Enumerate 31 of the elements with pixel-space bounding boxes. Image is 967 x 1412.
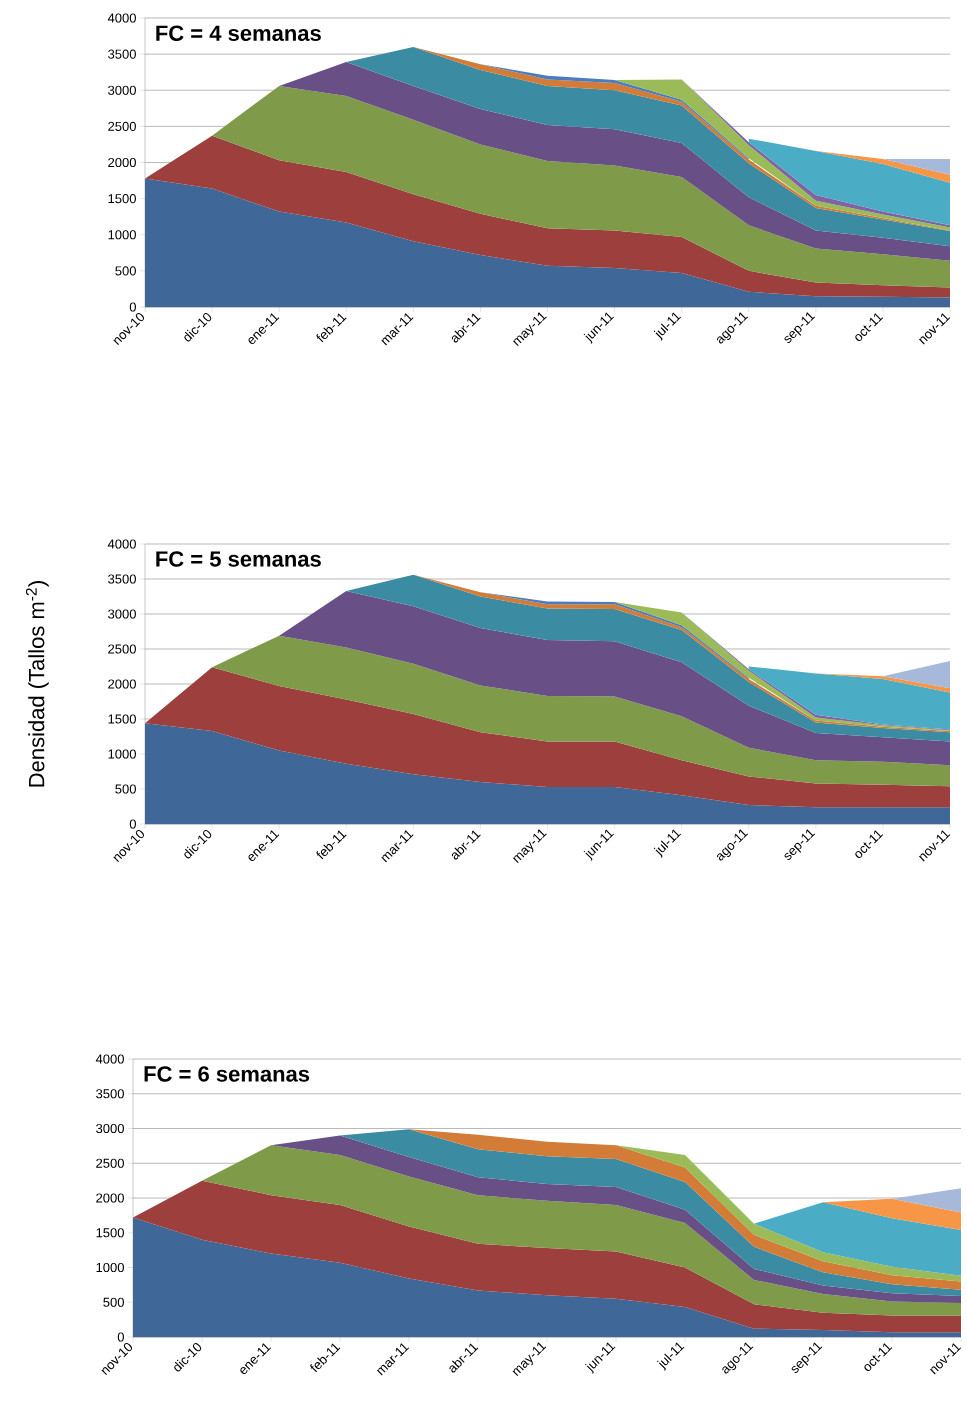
y-tick-label: 1000: [108, 230, 136, 240]
y-tick-label: 2500: [96, 1158, 124, 1168]
y-tick-label: 1500: [108, 714, 136, 724]
y-tick-label: 2000: [96, 1193, 124, 1203]
y-tick-label: 3500: [108, 49, 136, 59]
y-tick-label: 1500: [96, 1228, 124, 1238]
y-tick-label: 2000: [108, 679, 136, 689]
y-tick-label: 1500: [108, 194, 136, 204]
chart-title: FC = 5 semanas: [156, 551, 321, 567]
y-tick-label: 3000: [108, 85, 136, 95]
y-tick-label: 0: [129, 819, 136, 829]
y-axis-title: Densidad (Tallos m$^{-2}$): [25, 581, 49, 787]
y-tick-label: 3500: [96, 1089, 124, 1099]
y-tick-label: 3000: [108, 609, 136, 619]
y-tick-label: 500: [115, 784, 136, 794]
chart-title: FC = 6 semanas: [144, 1066, 310, 1082]
y-tick-label: 1000: [108, 749, 136, 759]
y-tick-label: 3500: [108, 574, 136, 584]
y-tick-label: 500: [115, 266, 136, 276]
y-tick-label: 0: [129, 302, 136, 312]
y-tick-label: 2500: [108, 121, 136, 131]
y-tick-label: 1000: [96, 1262, 124, 1273]
y-tick-label: 3000: [96, 1123, 124, 1134]
y-tick-label: 500: [103, 1297, 124, 1307]
y-tick-label: 0: [117, 1332, 124, 1342]
chart-title: FC = 4 semanas: [156, 25, 321, 41]
y-tick-label: 4000: [107, 539, 136, 549]
y-tick-label: 4000: [107, 13, 136, 23]
y-tick-label: 2500: [108, 644, 136, 654]
y-tick-label: 2000: [108, 157, 136, 168]
y-tick-label: 4000: [95, 1054, 124, 1064]
